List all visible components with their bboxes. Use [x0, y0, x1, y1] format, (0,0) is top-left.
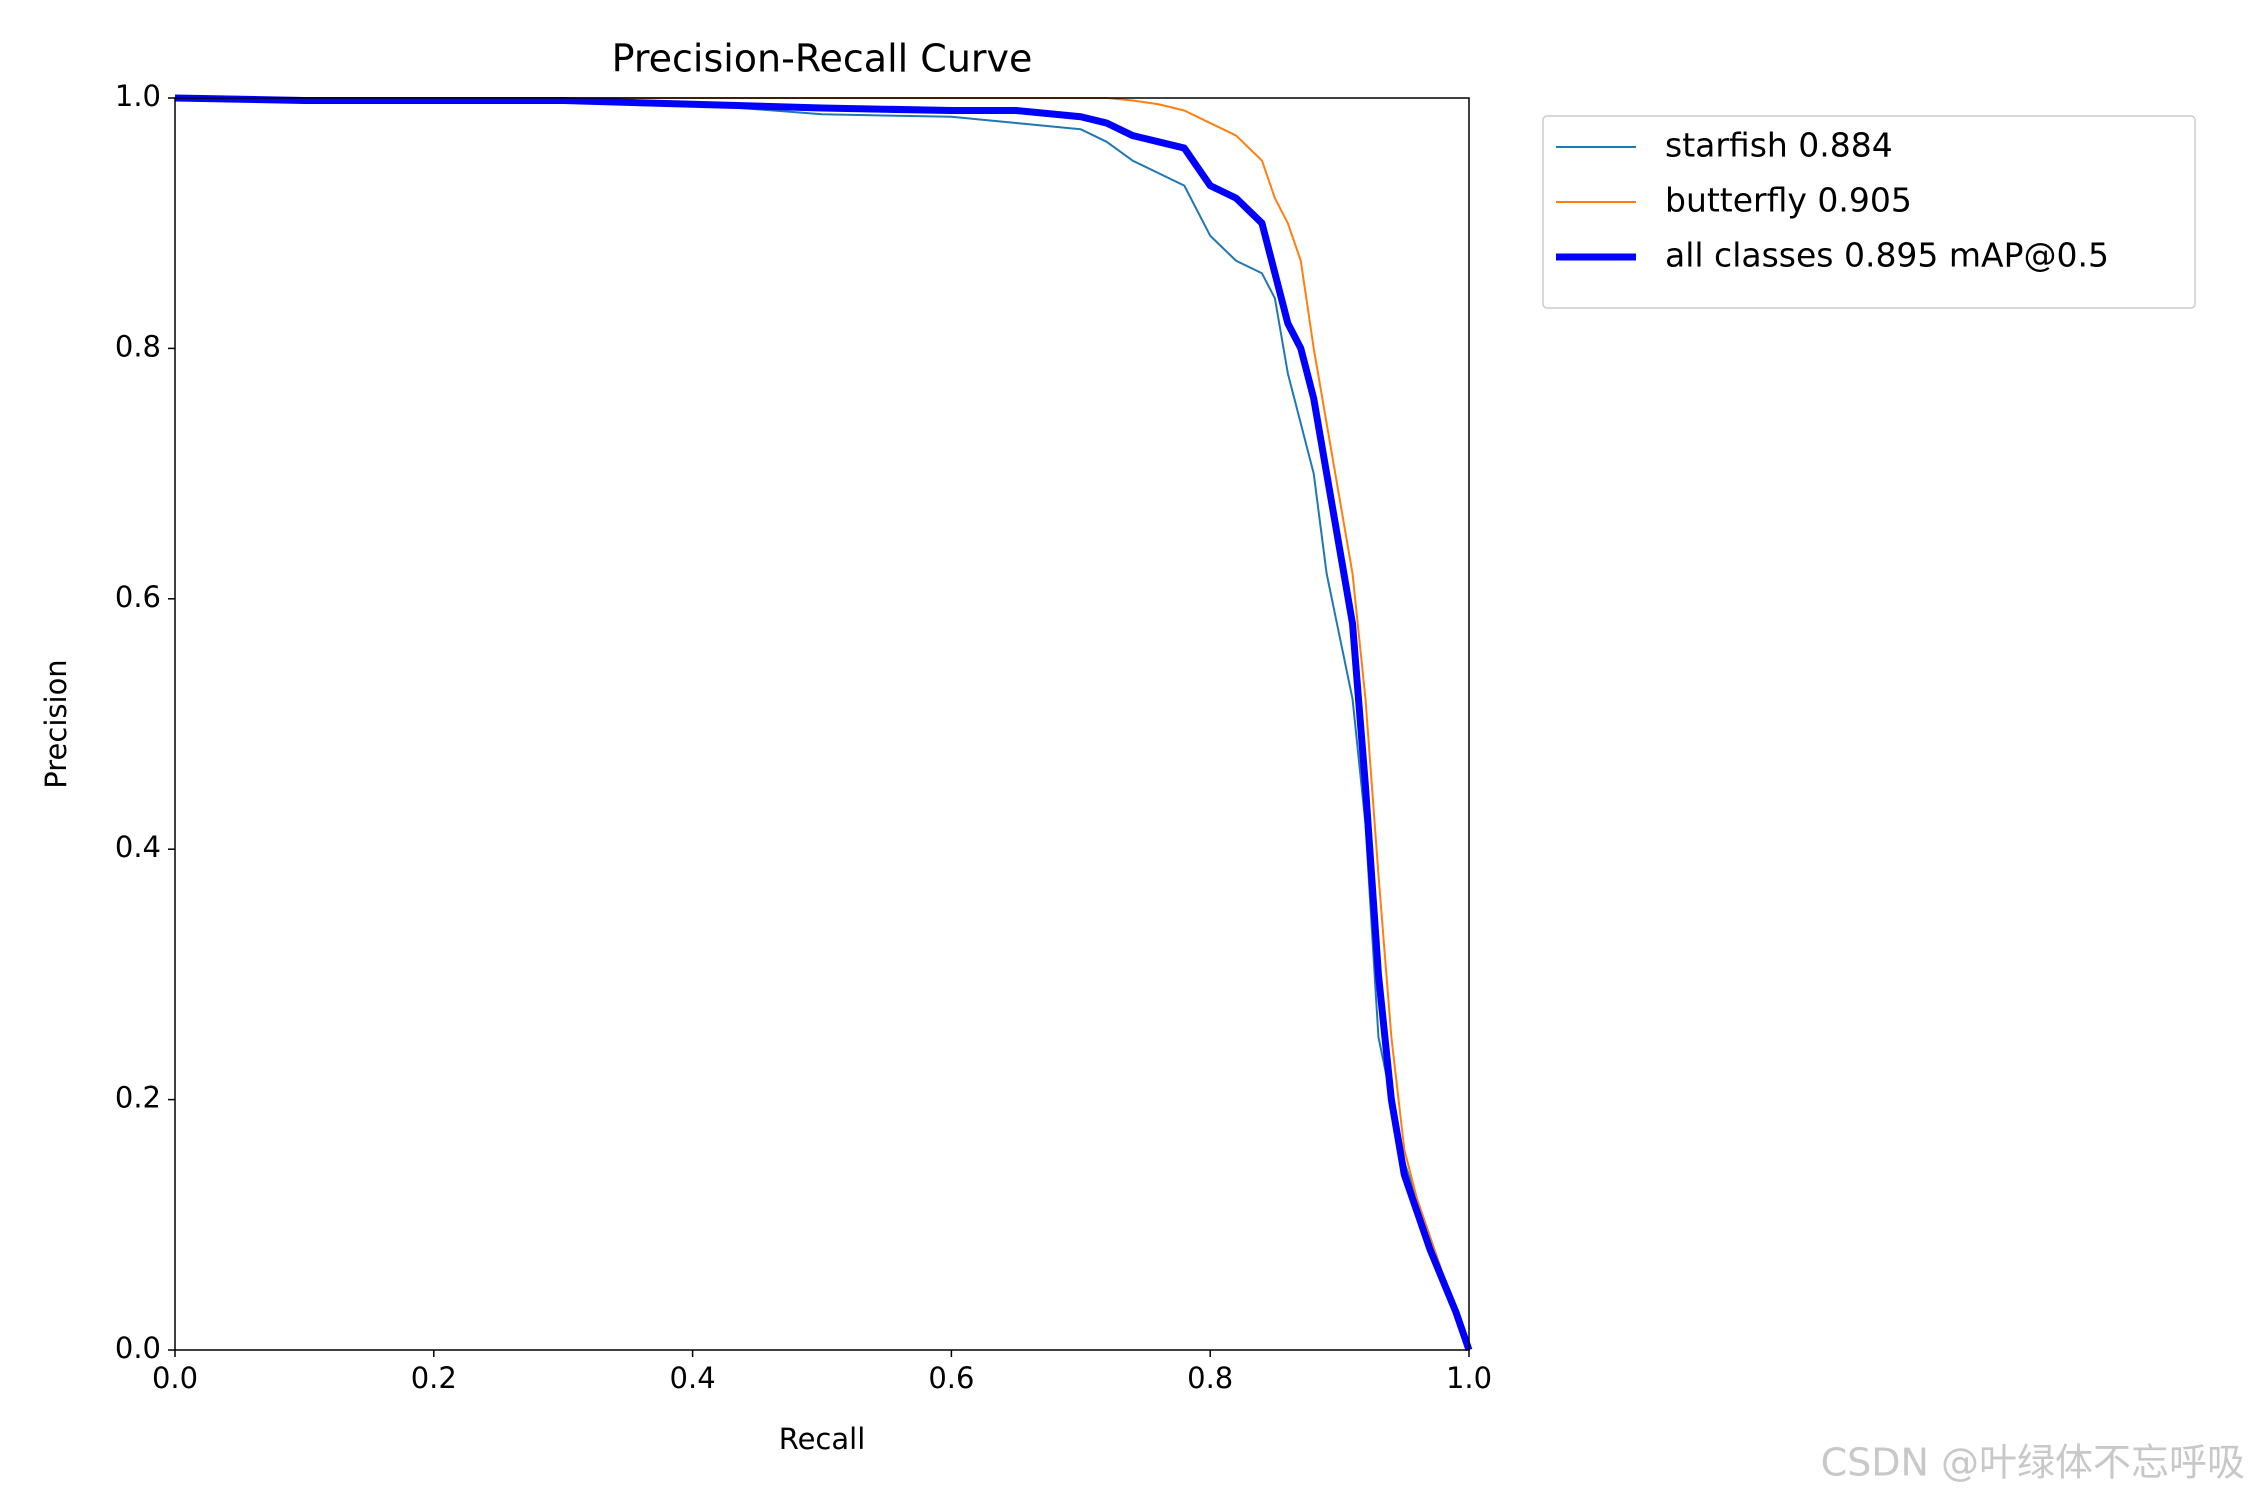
- y-tick-label: 1.0: [115, 79, 161, 113]
- x-tick-label: 0.0: [152, 1361, 198, 1395]
- chart-title: Precision-Recall Curve: [612, 37, 1033, 81]
- y-tick-label: 0.8: [115, 329, 161, 363]
- x-axis-label: Recall: [779, 1422, 866, 1456]
- x-tick-label: 1.0: [1446, 1361, 1492, 1395]
- legend-label: all classes 0.895 mAP@0.5: [1665, 236, 2109, 275]
- legend-label: starfish 0.884: [1665, 126, 1893, 165]
- y-axis-label: Precision: [39, 659, 73, 788]
- pr-curve: [174, 94, 1473, 1352]
- y-tick-label: 0.6: [115, 580, 161, 614]
- x-tick-label: 0.4: [670, 1361, 716, 1395]
- legend-label: butterfly 0.905: [1665, 181, 1912, 220]
- x-tick-label: 0.2: [411, 1361, 457, 1395]
- x-tick-label: 0.8: [1187, 1361, 1233, 1395]
- y-tick-label: 0.0: [115, 1331, 161, 1365]
- y-tick-label: 0.2: [115, 1081, 161, 1115]
- y-tick-label: 0.4: [115, 830, 161, 864]
- plot-frame: [174, 97, 1470, 1351]
- legend-box: [1542, 115, 2196, 309]
- watermark: CSDN @叶绿体不忘呼吸: [1821, 1441, 2245, 1485]
- x-tick-label: 0.6: [928, 1361, 974, 1395]
